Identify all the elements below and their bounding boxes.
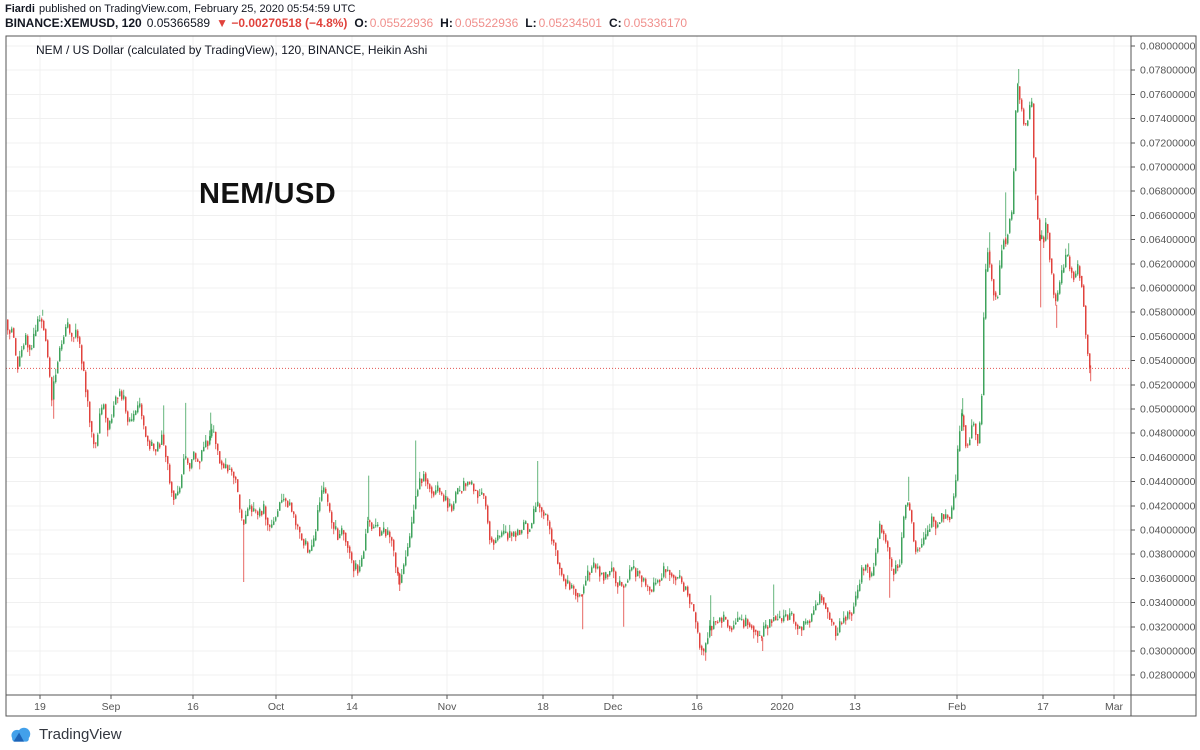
chart-border — [5, 35, 1197, 717]
open-label: O: — [354, 16, 368, 30]
price-tick-label: 0.07800000 — [1140, 65, 1196, 77]
symbol-ticker: BINANCE:XEMUSD, 120 — [5, 16, 142, 30]
time-tick-label: 16 — [187, 701, 199, 713]
price-tick-label: 0.04400000 — [1140, 476, 1196, 488]
down-candle-wicks — [7, 86, 1092, 661]
price-tick-label: 0.04000000 — [1140, 525, 1196, 537]
price-tick-label: 0.04800000 — [1140, 428, 1196, 440]
brand-name[interactable]: TradingView — [39, 725, 122, 743]
price-tick-label: 0.03600000 — [1140, 573, 1196, 585]
high-value: 0.05522936 — [454, 16, 519, 30]
time-tick-label: 14 — [346, 701, 358, 713]
price-scale: 0.08000000 0.07800000 0.07600000 0.07400000… — [1131, 41, 1196, 682]
price-tick-label: 0.03800000 — [1140, 549, 1196, 561]
tradingview-logo-icon[interactable] — [8, 723, 33, 745]
open-value: 0.05522936 — [369, 16, 434, 30]
price-tick-label: 0.06200000 — [1140, 258, 1196, 270]
price-tick-label: 0.05400000 — [1140, 355, 1196, 367]
close-value: 0.05336170 — [623, 16, 688, 30]
time-tick-label: Dec — [604, 701, 623, 713]
time-tick-label: 13 — [849, 701, 861, 713]
publish-info-line: Fiardi published on TradingView.com, Febr… — [5, 3, 356, 15]
time-tick-label: Feb — [948, 701, 966, 713]
price-tick-label: 0.03200000 — [1140, 621, 1196, 633]
time-tick-label: Sep — [102, 701, 121, 713]
time-tick-label: 19 — [34, 701, 46, 713]
price-tick-label: 0.05000000 — [1140, 404, 1196, 416]
chart-title: NEM / US Dollar (calculated by TradingVi… — [36, 43, 428, 57]
symbol-info-bar: BINANCE:XEMUSD, 120 0.05366589 ▼ −0.002705… — [5, 16, 687, 30]
low-value: 0.05234501 — [538, 16, 602, 30]
time-tick-label: 16 — [691, 701, 703, 713]
price-tick-label: 0.07600000 — [1140, 89, 1196, 101]
mountain-icon — [13, 732, 24, 742]
low-label: L: — [525, 16, 537, 30]
publish-details: published on TradingView.com, February 2… — [38, 3, 356, 15]
footer-brand: TradingView — [8, 721, 122, 747]
author-name: Fiardi — [5, 3, 35, 15]
price-tick-label: 0.07000000 — [1140, 162, 1196, 174]
time-tick-label: Nov — [438, 701, 457, 713]
close-label: C: — [608, 16, 622, 30]
down-candle-bodies — [7, 86, 1091, 652]
price-change: ▼ −0.00270518 (−4.8%) — [216, 16, 348, 30]
time-tick-label: 18 — [537, 701, 549, 713]
last-price-value: 0.05366589 — [146, 16, 211, 30]
price-tick-label: 0.06600000 — [1140, 210, 1196, 222]
price-tick-label: 0.05800000 — [1140, 307, 1196, 319]
price-tick-label: 0.03400000 — [1140, 597, 1196, 609]
price-tick-label: 0.08000000 — [1140, 41, 1196, 53]
price-tick-label: 0.06400000 — [1140, 234, 1196, 246]
high-label: H: — [440, 16, 453, 30]
price-tick-label: 0.03000000 — [1140, 646, 1196, 658]
price-tick-label: 0.04200000 — [1140, 500, 1196, 512]
candlestick-series — [7, 69, 1092, 661]
time-scale: 19 Sep 16 Oct 14 Nov 18 Dec 16 2020 13 Feb 17 Mar — [34, 695, 1124, 713]
time-tick-label: 17 — [1037, 701, 1049, 713]
time-tick-label: Mar — [1105, 701, 1124, 713]
time-tick-label: Oct — [268, 701, 284, 713]
price-tick-label: 0.07400000 — [1140, 113, 1196, 125]
price-tick-label: 0.07200000 — [1140, 137, 1196, 149]
grid-lines — [6, 36, 1131, 695]
price-tick-label: 0.06800000 — [1140, 186, 1196, 198]
watermark-text: NEM/USD — [199, 178, 337, 210]
price-tick-label: 0.05200000 — [1140, 379, 1196, 391]
time-tick-label: 2020 — [770, 701, 794, 713]
price-tick-label: 0.06000000 — [1140, 283, 1196, 295]
chart-frame — [5, 35, 1197, 717]
price-tick-label: 0.02800000 — [1140, 670, 1196, 682]
price-tick-label: 0.05600000 — [1140, 331, 1196, 343]
price-tick-label: 0.04600000 — [1140, 452, 1196, 464]
